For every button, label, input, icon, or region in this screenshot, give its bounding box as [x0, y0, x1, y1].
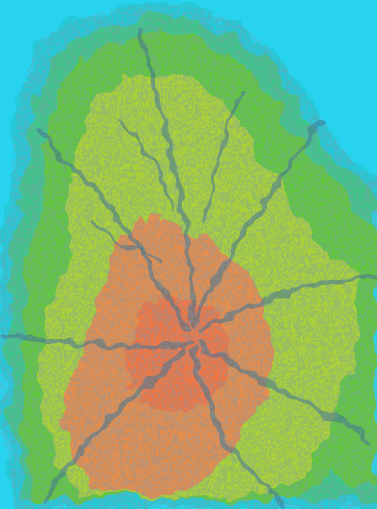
map-viewport[interactable] — [0, 0, 377, 509]
topographic-map[interactable] — [0, 0, 377, 509]
